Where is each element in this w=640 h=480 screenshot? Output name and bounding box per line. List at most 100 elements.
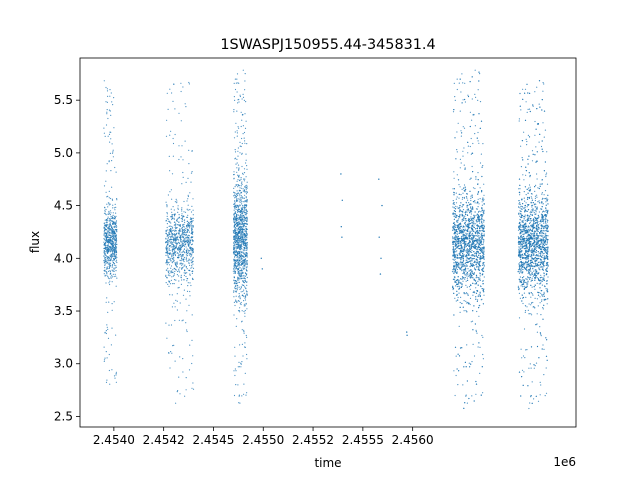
data-point: [238, 222, 240, 224]
data-point: [192, 355, 194, 357]
data-point: [235, 325, 237, 327]
data-point: [240, 264, 242, 266]
data-point: [465, 201, 467, 203]
data-point: [238, 208, 240, 210]
data-point: [454, 346, 457, 348]
data-point: [241, 228, 243, 230]
data-point: [239, 95, 241, 98]
data-point: [183, 289, 185, 291]
data-point: [233, 314, 235, 316]
data-point: [234, 254, 236, 257]
data-point: [236, 204, 238, 206]
data-point: [239, 222, 241, 224]
data-point: [452, 269, 454, 271]
data-point: [236, 237, 238, 239]
data-point: [165, 274, 167, 276]
data-point: [105, 271, 107, 273]
data-point: [187, 177, 189, 179]
data-point: [186, 208, 188, 210]
data-point: [186, 278, 188, 280]
data-point: [245, 252, 247, 254]
data-point: [244, 315, 246, 317]
data-point: [466, 236, 468, 239]
data-point: [113, 375, 116, 377]
data-point: [239, 307, 241, 309]
data-point: [234, 226, 236, 228]
data-point: [479, 225, 481, 227]
data-point: [453, 251, 455, 253]
data-point: [192, 226, 194, 228]
data-point: [476, 310, 478, 313]
data-point: [173, 250, 176, 252]
data-point: [244, 264, 246, 267]
data-point: [233, 192, 235, 194]
data-point: [238, 264, 240, 266]
data-point: [233, 252, 235, 254]
data-point: [457, 276, 459, 278]
data-point: [476, 262, 478, 264]
data-point: [186, 260, 188, 262]
data-point: [459, 262, 461, 264]
data-point: [457, 384, 459, 386]
data-point: [246, 184, 248, 186]
data-point: [453, 262, 455, 264]
data-point: [170, 265, 173, 267]
data-point: [174, 237, 177, 239]
data-point: [239, 303, 241, 305]
data-point: [241, 200, 243, 202]
data-point: [111, 198, 113, 200]
data-point: [185, 254, 187, 256]
data-point: [236, 91, 238, 93]
data-point: [243, 329, 245, 331]
data-point: [478, 307, 480, 309]
data-point: [454, 137, 456, 139]
data-point: [477, 211, 480, 213]
data-point: [453, 215, 455, 217]
data-point: [115, 224, 117, 226]
data-point: [192, 214, 194, 216]
data-point: [112, 217, 114, 219]
data-point: [170, 237, 172, 239]
data-point: [181, 244, 183, 246]
data-point: [455, 279, 457, 281]
data-point: [189, 282, 191, 284]
data-point: [181, 227, 183, 229]
data-point: [105, 332, 107, 335]
data-point: [188, 81, 190, 84]
data-point: [483, 256, 485, 258]
data-point: [468, 274, 471, 276]
data-point: [462, 240, 464, 242]
data-point: [114, 223, 116, 225]
data-point: [481, 216, 483, 218]
data-point: [116, 199, 118, 201]
data-point: [106, 233, 108, 235]
data-point: [182, 251, 184, 253]
data-point: [189, 264, 191, 266]
data-point: [469, 275, 471, 277]
data-point: [466, 206, 468, 208]
data-point: [478, 267, 480, 269]
data-point: [167, 240, 169, 242]
data-point: [476, 332, 478, 334]
data-point: [243, 257, 245, 259]
data-point: [476, 265, 478, 267]
data-point: [108, 267, 110, 269]
data-point: [473, 222, 475, 224]
data-point: [473, 400, 475, 402]
data-point: [244, 268, 246, 270]
data-point: [106, 248, 108, 250]
data-point: [235, 249, 237, 251]
data-point: [114, 255, 116, 257]
data-point: [167, 267, 169, 269]
data-point: [246, 186, 248, 188]
data-point: [236, 110, 238, 112]
data-point: [472, 171, 474, 173]
data-point: [166, 269, 168, 271]
data-point: [239, 228, 241, 230]
data-point: [459, 282, 461, 285]
data-point: [233, 301, 235, 303]
data-point: [166, 218, 168, 220]
data-point: [463, 242, 465, 244]
data-point: [239, 198, 241, 200]
data-point: [237, 227, 239, 229]
